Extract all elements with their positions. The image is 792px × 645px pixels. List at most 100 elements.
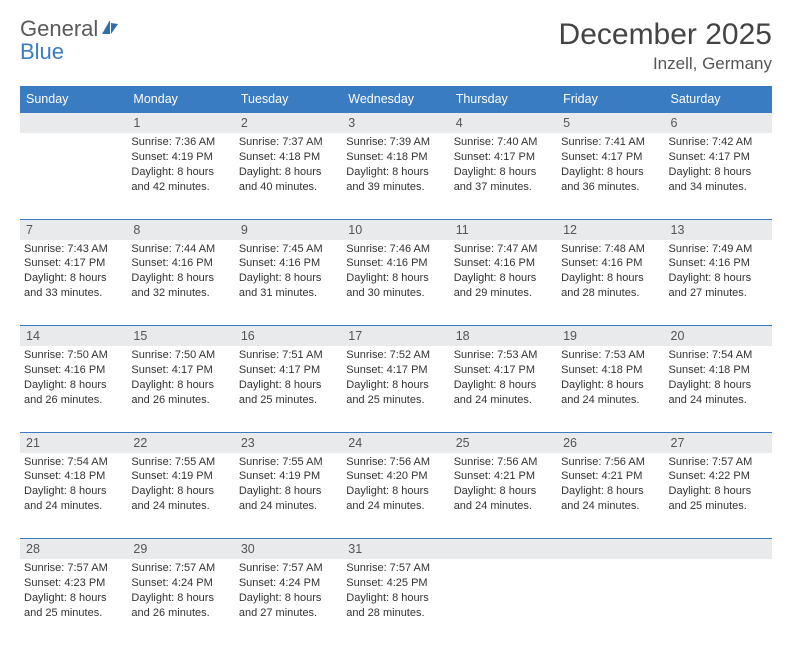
daylight-text: and 24 minutes. <box>561 499 660 514</box>
sunrise-text: Sunrise: 7:57 AM <box>346 561 445 576</box>
day-number-cell <box>665 539 772 560</box>
day-detail-cell: Sunrise: 7:50 AMSunset: 4:16 PMDaylight:… <box>20 346 127 432</box>
day-number-cell: 7 <box>20 219 127 240</box>
sunrise-text: Sunrise: 7:57 AM <box>131 561 230 576</box>
day-number-cell: 26 <box>557 432 664 453</box>
sunset-text: Sunset: 4:19 PM <box>239 469 338 484</box>
day-detail-cell <box>20 133 127 219</box>
day-detail-cell: Sunrise: 7:41 AMSunset: 4:17 PMDaylight:… <box>557 133 664 219</box>
daylight-text: Daylight: 8 hours <box>131 378 230 393</box>
calendar-table: Sunday Monday Tuesday Wednesday Thursday… <box>20 86 772 645</box>
day-detail-cell: Sunrise: 7:57 AMSunset: 4:25 PMDaylight:… <box>342 559 449 645</box>
day-detail-cell: Sunrise: 7:42 AMSunset: 4:17 PMDaylight:… <box>665 133 772 219</box>
daylight-text: and 24 minutes. <box>346 499 445 514</box>
day-number-cell: 23 <box>235 432 342 453</box>
sunrise-text: Sunrise: 7:40 AM <box>454 135 553 150</box>
day-detail-row: Sunrise: 7:57 AMSunset: 4:23 PMDaylight:… <box>20 559 772 645</box>
day-number-cell: 20 <box>665 326 772 347</box>
daylight-text: Daylight: 8 hours <box>346 378 445 393</box>
daylight-text: Daylight: 8 hours <box>131 591 230 606</box>
sunset-text: Sunset: 4:21 PM <box>561 469 660 484</box>
sunset-text: Sunset: 4:21 PM <box>454 469 553 484</box>
daylight-text: and 26 minutes. <box>131 393 230 408</box>
sunrise-text: Sunrise: 7:57 AM <box>669 455 768 470</box>
day-detail-cell: Sunrise: 7:57 AMSunset: 4:23 PMDaylight:… <box>20 559 127 645</box>
weekday-header: Saturday <box>665 86 772 113</box>
daylight-text: and 24 minutes. <box>454 499 553 514</box>
daylight-text: Daylight: 8 hours <box>669 378 768 393</box>
daylight-text: and 24 minutes. <box>131 499 230 514</box>
daylight-text: and 36 minutes. <box>561 180 660 195</box>
sunrise-text: Sunrise: 7:44 AM <box>131 242 230 257</box>
day-number-cell: 3 <box>342 113 449 134</box>
sunset-text: Sunset: 4:18 PM <box>561 363 660 378</box>
day-number-cell: 10 <box>342 219 449 240</box>
sunset-text: Sunset: 4:17 PM <box>131 363 230 378</box>
day-number-cell: 17 <box>342 326 449 347</box>
sunset-text: Sunset: 4:18 PM <box>669 363 768 378</box>
sunset-text: Sunset: 4:17 PM <box>346 363 445 378</box>
sunset-text: Sunset: 4:17 PM <box>454 150 553 165</box>
day-detail-cell: Sunrise: 7:54 AMSunset: 4:18 PMDaylight:… <box>665 346 772 432</box>
sunrise-text: Sunrise: 7:56 AM <box>561 455 660 470</box>
daylight-text: Daylight: 8 hours <box>454 484 553 499</box>
weekday-header: Monday <box>127 86 234 113</box>
daylight-text: Daylight: 8 hours <box>24 378 123 393</box>
sunrise-text: Sunrise: 7:55 AM <box>131 455 230 470</box>
sunset-text: Sunset: 4:18 PM <box>24 469 123 484</box>
sunrise-text: Sunrise: 7:48 AM <box>561 242 660 257</box>
sail-icon <box>100 18 120 41</box>
day-detail-cell <box>450 559 557 645</box>
daylight-text: Daylight: 8 hours <box>239 378 338 393</box>
day-number-cell: 14 <box>20 326 127 347</box>
day-detail-cell: Sunrise: 7:50 AMSunset: 4:17 PMDaylight:… <box>127 346 234 432</box>
day-number-row: 14151617181920 <box>20 326 772 347</box>
daylight-text: Daylight: 8 hours <box>131 271 230 286</box>
daylight-text: Daylight: 8 hours <box>454 271 553 286</box>
day-number-cell: 18 <box>450 326 557 347</box>
weekday-header: Tuesday <box>235 86 342 113</box>
daylight-text: Daylight: 8 hours <box>239 165 338 180</box>
day-number-cell: 11 <box>450 219 557 240</box>
daylight-text: and 25 minutes. <box>346 393 445 408</box>
day-number-cell <box>20 113 127 134</box>
day-number-cell: 15 <box>127 326 234 347</box>
sunrise-text: Sunrise: 7:52 AM <box>346 348 445 363</box>
day-detail-cell: Sunrise: 7:55 AMSunset: 4:19 PMDaylight:… <box>127 453 234 539</box>
weekday-header: Sunday <box>20 86 127 113</box>
daylight-text: and 24 minutes. <box>24 499 123 514</box>
daylight-text: Daylight: 8 hours <box>669 484 768 499</box>
day-detail-cell: Sunrise: 7:57 AMSunset: 4:24 PMDaylight:… <box>235 559 342 645</box>
day-detail-cell: Sunrise: 7:56 AMSunset: 4:21 PMDaylight:… <box>450 453 557 539</box>
sunset-text: Sunset: 4:16 PM <box>131 256 230 271</box>
day-number-cell: 1 <box>127 113 234 134</box>
daylight-text: Daylight: 8 hours <box>561 271 660 286</box>
header: General Blue December 2025 Inzell, Germa… <box>20 18 772 74</box>
daylight-text: and 27 minutes. <box>239 606 338 621</box>
daylight-text: Daylight: 8 hours <box>454 378 553 393</box>
daylight-text: Daylight: 8 hours <box>24 484 123 499</box>
daylight-text: and 27 minutes. <box>669 286 768 301</box>
sunset-text: Sunset: 4:17 PM <box>561 150 660 165</box>
sunset-text: Sunset: 4:16 PM <box>561 256 660 271</box>
sunrise-text: Sunrise: 7:50 AM <box>131 348 230 363</box>
daylight-text: Daylight: 8 hours <box>346 484 445 499</box>
sunrise-text: Sunrise: 7:51 AM <box>239 348 338 363</box>
sunrise-text: Sunrise: 7:56 AM <box>346 455 445 470</box>
sunset-text: Sunset: 4:24 PM <box>239 576 338 591</box>
sunset-text: Sunset: 4:16 PM <box>239 256 338 271</box>
day-number-cell: 21 <box>20 432 127 453</box>
daylight-text: and 24 minutes. <box>561 393 660 408</box>
day-detail-cell: Sunrise: 7:54 AMSunset: 4:18 PMDaylight:… <box>20 453 127 539</box>
sunrise-text: Sunrise: 7:53 AM <box>561 348 660 363</box>
day-number-cell: 25 <box>450 432 557 453</box>
sunset-text: Sunset: 4:18 PM <box>239 150 338 165</box>
day-detail-cell: Sunrise: 7:52 AMSunset: 4:17 PMDaylight:… <box>342 346 449 432</box>
sunrise-text: Sunrise: 7:56 AM <box>454 455 553 470</box>
sunset-text: Sunset: 4:19 PM <box>131 150 230 165</box>
day-number-cell: 22 <box>127 432 234 453</box>
day-number-cell <box>450 539 557 560</box>
day-detail-cell: Sunrise: 7:37 AMSunset: 4:18 PMDaylight:… <box>235 133 342 219</box>
day-number-cell: 29 <box>127 539 234 560</box>
daylight-text: Daylight: 8 hours <box>239 271 338 286</box>
